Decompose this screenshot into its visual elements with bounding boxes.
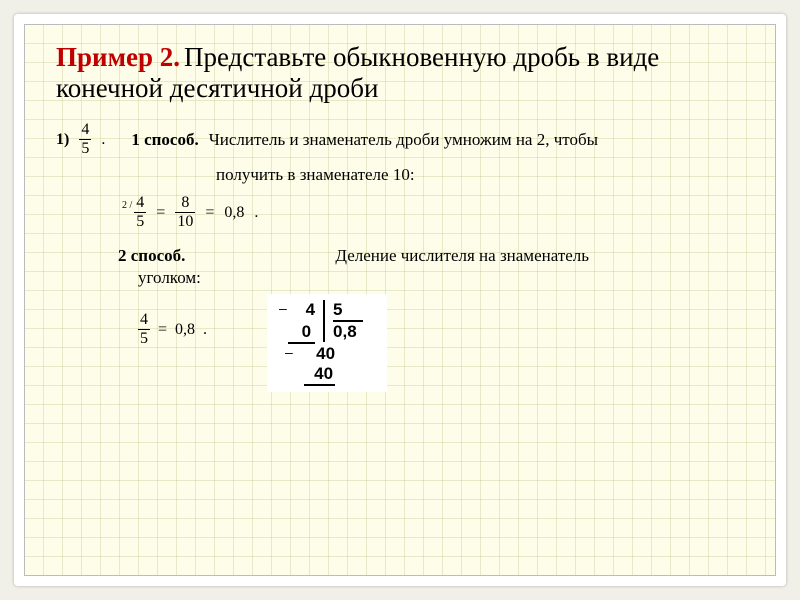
method2-equation: 4 5 = 0,8 .: [138, 312, 207, 347]
m2-dot: .: [203, 321, 207, 339]
eq-f1-den: 5: [134, 212, 146, 230]
title-block: Пример 2. Представьте обыкновенную дробь…: [56, 42, 744, 104]
m2-eq: =: [158, 321, 167, 339]
multiplier-sup: 2 /: [122, 200, 132, 211]
frac-den: 5: [79, 139, 91, 157]
eq-frac2: 8 10: [175, 195, 195, 230]
eq-f2-num: 8: [179, 195, 191, 212]
problem-line: 1) 4 5 . 1 способ. Числитель и знаменате…: [56, 122, 744, 157]
method1-text1: Числитель и знаменатель дроби умножим на…: [209, 130, 598, 150]
dividend: 4: [306, 300, 315, 319]
quotient: 0,8: [333, 322, 357, 341]
eq-sign2: =: [205, 204, 214, 222]
eq-frac1: 4 5: [134, 195, 146, 230]
m2-frac: 4 5: [138, 312, 150, 347]
m2-num: 4: [138, 312, 150, 329]
divisor: 5: [333, 300, 363, 322]
problem-fraction: 4 5: [79, 122, 91, 157]
method1-equation: 2 / 4 5 = 8 10 = 0,8 .: [120, 195, 744, 230]
m2-den: 5: [138, 329, 150, 347]
problem-number: 1): [56, 131, 69, 149]
eq-dot: .: [254, 204, 258, 222]
method2-right: Деление числителя на знаменатель: [335, 246, 589, 266]
long-division: – 4 5 0 0,8 – 40: [267, 294, 387, 392]
m2-result: 0,8: [175, 321, 195, 339]
eq-sign1: =: [156, 204, 165, 222]
sub1: 0: [288, 322, 315, 344]
minus-mark-2: –: [285, 344, 293, 360]
minus-mark-1: –: [279, 300, 287, 316]
eq-result: 0,8: [224, 204, 244, 222]
problem-dot: .: [101, 131, 105, 149]
method2-ugol: уголком:: [138, 268, 744, 288]
method1-label: 1 способ.: [131, 130, 198, 150]
method2-row: 2 способ. Деление числителя на знаменате…: [118, 246, 744, 266]
step-a: 40: [316, 344, 335, 363]
method1-text2: получить в знаменателе 10:: [216, 165, 744, 185]
step-b: 40: [304, 364, 335, 386]
method2-label: 2 способ.: [118, 246, 185, 266]
eq-f2-den: 10: [175, 212, 195, 230]
eq-f1-num: 4: [134, 195, 146, 212]
bottom-row: 4 5 = 0,8 . – 4 5 0 0,: [56, 294, 744, 392]
title-red: Пример 2.: [56, 42, 180, 72]
graph-paper-frame: Пример 2. Представьте обыкновенную дробь…: [14, 14, 786, 586]
frac-num: 4: [79, 122, 91, 139]
